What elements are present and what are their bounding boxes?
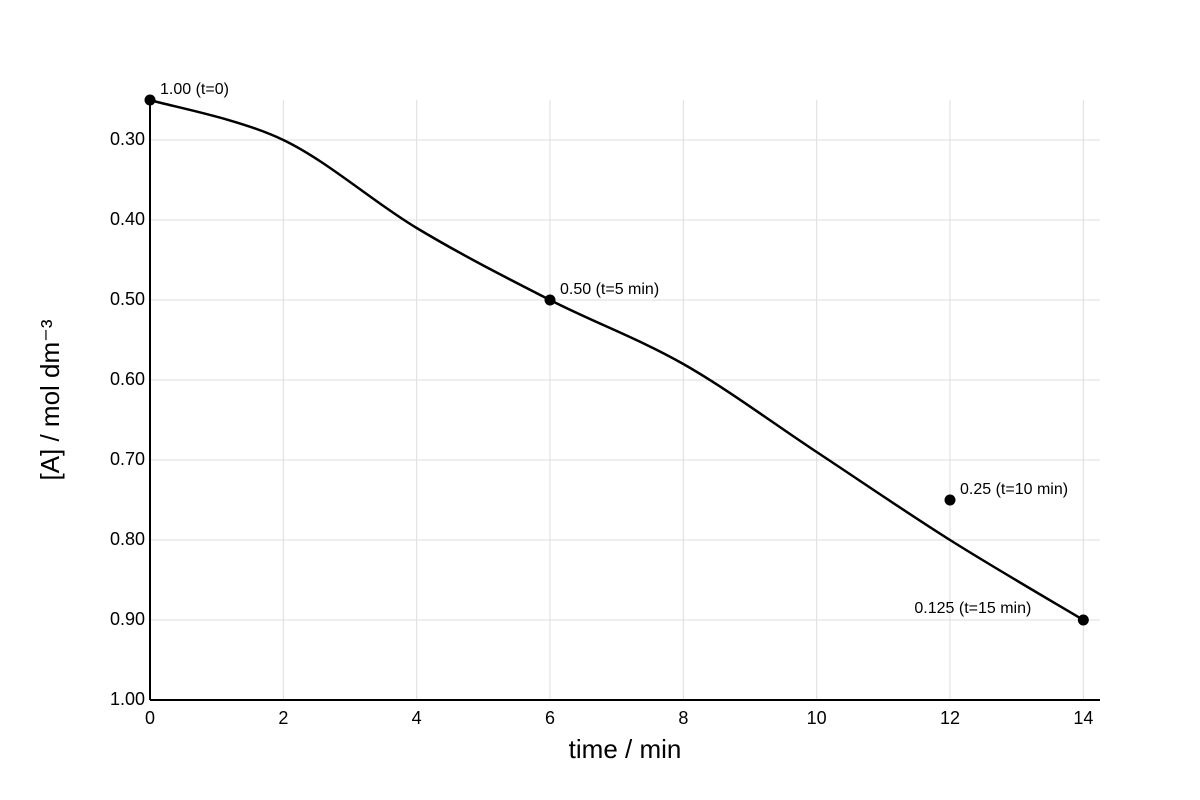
data-point <box>1077 614 1089 626</box>
x-tick-label: 12 <box>940 708 960 728</box>
x-tick-label: 4 <box>412 708 422 728</box>
y-tick-label: 0.30 <box>110 129 145 149</box>
x-tick-label: 14 <box>1073 708 1093 728</box>
x-axis-title: time / min <box>569 734 682 764</box>
x-tick-label: 6 <box>545 708 555 728</box>
y-tick-label: 0.50 <box>110 289 145 309</box>
y-tick-label: 0.40 <box>110 209 145 229</box>
point-annotation: 0.25 (t=10 min) <box>960 481 1068 498</box>
x-tick-label: 2 <box>278 708 288 728</box>
x-tick-label: 10 <box>807 708 827 728</box>
x-tick-label: 0 <box>145 708 155 728</box>
y-tick-label: 0.60 <box>110 369 145 389</box>
data-point <box>944 494 956 506</box>
point-annotation: 0.125 (t=15 min) <box>914 600 1031 617</box>
y-tick-label: 0.70 <box>110 449 145 469</box>
y-tick-label: 0.90 <box>110 609 145 629</box>
data-point <box>544 294 556 306</box>
x-tick-label: 8 <box>678 708 688 728</box>
y-tick-label: 1.00 <box>110 689 145 709</box>
data-point <box>144 94 156 106</box>
y-axis-title: [A] / mol dm⁻³ <box>35 319 65 480</box>
y-tick-label: 0.80 <box>110 529 145 549</box>
curve <box>149 98 1084 622</box>
point-annotation: 1.00 (t=0) <box>160 81 229 98</box>
point-annotation: 0.50 (t=5 min) <box>560 281 659 298</box>
